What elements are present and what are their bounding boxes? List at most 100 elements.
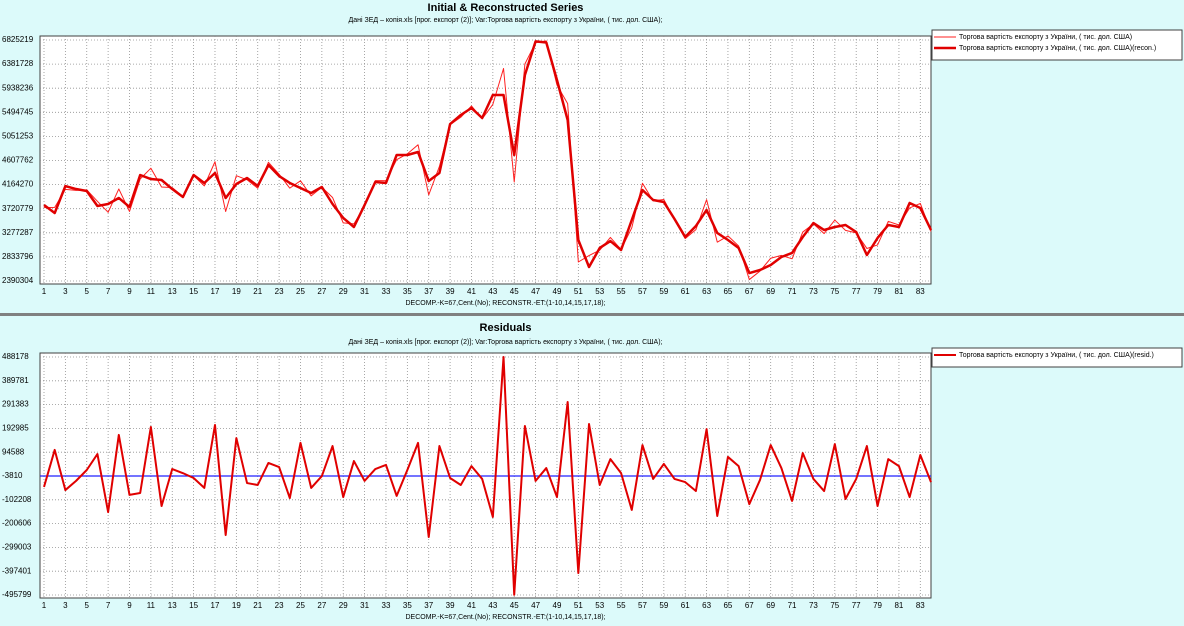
y-tick-label: 488178 — [2, 352, 29, 361]
x-tick-label: 81 — [894, 601, 903, 610]
x-tick-label: 57 — [638, 601, 647, 610]
legend-label: Торгова вартість експорту з України, ( т… — [959, 44, 1156, 52]
y-tick-label: 3277287 — [2, 228, 34, 237]
x-tick-label: 49 — [553, 601, 562, 610]
x-tick-label: 23 — [275, 287, 284, 296]
x-tick-label: 73 — [809, 601, 818, 610]
y-tick-label: -299003 — [2, 543, 32, 552]
y-tick-label: -3810 — [2, 471, 23, 480]
y-tick-label: 6381728 — [2, 59, 34, 68]
plot-area — [39, 35, 932, 285]
chart-subtitle: Дані ЗЕД – копія.xls [прог. експорт (2)]… — [348, 338, 662, 346]
x-tick-label: 41 — [467, 601, 476, 610]
x-tick-label: 7 — [106, 601, 111, 610]
x-tick-label: 5 — [85, 601, 90, 610]
x-tick-label: 47 — [531, 601, 540, 610]
y-tick-label: -397401 — [2, 566, 32, 575]
x-tick-label: 47 — [531, 287, 540, 296]
x-tick-label: 19 — [232, 287, 241, 296]
x-tick-label: 31 — [360, 601, 369, 610]
x-tick-label: 63 — [702, 287, 711, 296]
chart-subtitle: Дані ЗЕД – копія.xls [прог. експорт (2)]… — [348, 16, 662, 24]
x-tick-label: 55 — [617, 601, 626, 610]
x-tick-label: 37 — [424, 601, 433, 610]
x-tick-label: 15 — [189, 287, 198, 296]
x-tick-label: 31 — [360, 287, 369, 296]
x-tick-label: 9 — [127, 287, 132, 296]
x-tick-label: 39 — [446, 287, 455, 296]
y-tick-label: 2833796 — [2, 252, 34, 261]
x-tick-label: 81 — [894, 287, 903, 296]
x-tick-label: 53 — [595, 601, 604, 610]
x-tick-label: 21 — [253, 287, 262, 296]
series-line — [43, 40, 933, 275]
y-tick-label: 94588 — [2, 447, 25, 456]
x-tick-label: 75 — [830, 287, 839, 296]
y-tick-label: -495799 — [2, 590, 32, 599]
x-tick-label: 61 — [681, 287, 690, 296]
legend-label: Торгова вартість експорту з України, ( т… — [959, 33, 1132, 41]
x-tick-label: 17 — [211, 287, 220, 296]
x-tick-label: 13 — [168, 601, 177, 610]
panel-separator — [0, 313, 1184, 316]
y-tick-label: 192985 — [2, 424, 29, 433]
x-tick-label: 35 — [403, 287, 412, 296]
x-tick-label: 33 — [382, 601, 391, 610]
x-tick-label: 15 — [189, 601, 198, 610]
legend-box — [931, 29, 1183, 61]
x-tick-label: 41 — [467, 287, 476, 296]
x-tick-label: 17 — [211, 601, 220, 610]
x-tick-label: 35 — [403, 601, 412, 610]
x-tick-label: 33 — [382, 287, 391, 296]
x-tick-label: 49 — [553, 287, 562, 296]
y-tick-label: 3720779 — [2, 204, 34, 213]
y-tick-label: 2390304 — [2, 276, 34, 285]
x-tick-label: 75 — [830, 601, 839, 610]
x-tick-label: 69 — [766, 601, 775, 610]
x-tick-label: 23 — [275, 601, 284, 610]
x-tick-label: 11 — [147, 287, 156, 296]
x-tick-label: 61 — [681, 601, 690, 610]
x-tick-label: 73 — [809, 287, 818, 296]
x-tick-label: 83 — [916, 601, 925, 610]
x-tick-label: 67 — [745, 287, 754, 296]
y-tick-label: 5051253 — [2, 132, 34, 141]
x-tick-label: 53 — [595, 287, 604, 296]
x-tick-label: 1 — [42, 287, 47, 296]
x-tick-label: 29 — [339, 601, 348, 610]
x-tick-label: 5 — [85, 287, 90, 296]
x-tick-label: 67 — [745, 601, 754, 610]
x-tick-label: 71 — [788, 601, 797, 610]
legend-label: Торгова вартість експорту з України, ( т… — [959, 351, 1154, 359]
series-line — [43, 356, 932, 596]
x-axis-label: DECOMP.-K=67,Cent.(No); RECONSTR.-ET:(1-… — [405, 300, 605, 307]
x-tick-label: 79 — [873, 601, 882, 610]
x-tick-label: 45 — [510, 287, 519, 296]
y-tick-label: -200606 — [2, 519, 32, 528]
x-tick-label: 59 — [659, 287, 668, 296]
x-tick-label: 59 — [659, 601, 668, 610]
x-tick-label: 77 — [852, 601, 861, 610]
y-tick-label: 4164270 — [2, 180, 34, 189]
x-tick-label: 27 — [317, 287, 326, 296]
y-tick-label: -102208 — [2, 495, 32, 504]
x-tick-label: 39 — [446, 601, 455, 610]
x-tick-label: 55 — [617, 287, 626, 296]
x-tick-label: 13 — [168, 287, 177, 296]
x-tick-label: 45 — [510, 601, 519, 610]
x-tick-label: 21 — [253, 601, 262, 610]
x-tick-label: 71 — [788, 287, 797, 296]
x-tick-label: 3 — [63, 601, 68, 610]
x-tick-label: 65 — [723, 601, 732, 610]
x-tick-label: 51 — [574, 601, 583, 610]
y-tick-label: 389781 — [2, 376, 29, 385]
x-tick-label: 29 — [339, 287, 348, 296]
x-tick-label: 57 — [638, 287, 647, 296]
y-tick-label: 5494745 — [2, 107, 34, 116]
x-tick-label: 37 — [424, 287, 433, 296]
x-tick-label: 65 — [723, 287, 732, 296]
x-tick-label: 19 — [232, 601, 241, 610]
x-tick-label: 11 — [147, 601, 156, 610]
x-axis-label: DECOMP.-K=67,Cent.(No); RECONSTR.-ET:(1-… — [405, 614, 605, 621]
